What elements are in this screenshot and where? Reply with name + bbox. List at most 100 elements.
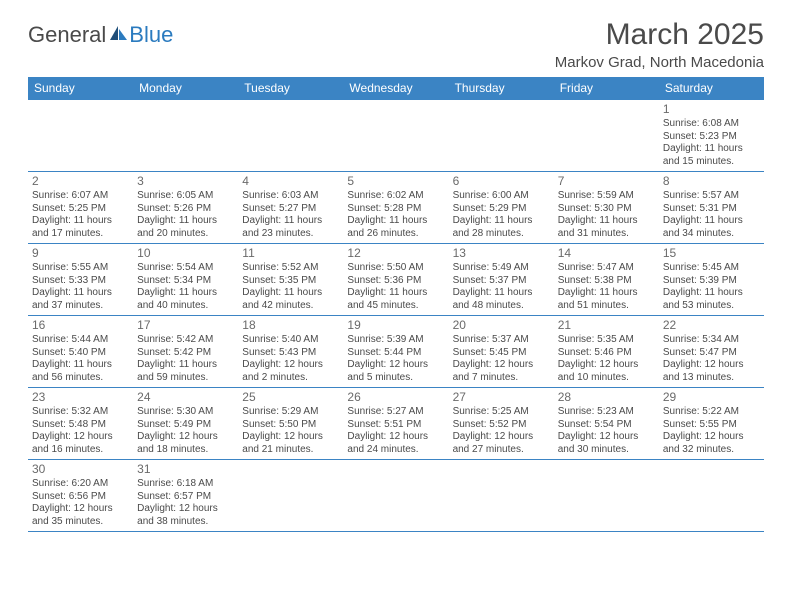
daylight-text: Daylight: 12 hours — [32, 503, 129, 516]
calendar-day-cell: 20Sunrise: 5:37 AMSunset: 5:45 PMDayligh… — [449, 316, 554, 388]
day-number: 4 — [242, 174, 339, 189]
day-number: 30 — [32, 462, 129, 477]
day-number: 29 — [663, 390, 760, 405]
weekday-header: Tuesday — [238, 77, 343, 100]
day-number: 3 — [137, 174, 234, 189]
calendar-week-row: 1Sunrise: 6:08 AMSunset: 5:23 PMDaylight… — [28, 100, 764, 172]
sunset-text: Sunset: 5:30 PM — [558, 203, 655, 216]
daylight-text: Daylight: 11 hours — [137, 215, 234, 228]
daylight-text: Daylight: 12 hours — [137, 431, 234, 444]
logo: GeneralBlue — [28, 22, 173, 48]
logo-text-blue: Blue — [129, 22, 173, 48]
calendar-empty-cell — [554, 100, 659, 172]
sunset-text: Sunset: 5:54 PM — [558, 419, 655, 432]
title-block: March 2025 Markov Grad, North Macedonia — [555, 18, 764, 71]
daylight-text: and 59 minutes. — [137, 372, 234, 385]
sunrise-text: Sunrise: 5:59 AM — [558, 190, 655, 203]
sunset-text: Sunset: 6:56 PM — [32, 491, 129, 504]
sunrise-text: Sunrise: 5:44 AM — [32, 334, 129, 347]
daylight-text: and 24 minutes. — [347, 444, 444, 457]
calendar-empty-cell — [554, 460, 659, 532]
calendar-day-cell: 16Sunrise: 5:44 AMSunset: 5:40 PMDayligh… — [28, 316, 133, 388]
daylight-text: and 28 minutes. — [453, 228, 550, 241]
weekday-header: Sunday — [28, 77, 133, 100]
calendar-day-cell: 1Sunrise: 6:08 AMSunset: 5:23 PMDaylight… — [659, 100, 764, 172]
sunrise-text: Sunrise: 5:29 AM — [242, 406, 339, 419]
sunset-text: Sunset: 5:37 PM — [453, 275, 550, 288]
sunrise-text: Sunrise: 5:42 AM — [137, 334, 234, 347]
calendar-day-cell: 19Sunrise: 5:39 AMSunset: 5:44 PMDayligh… — [343, 316, 448, 388]
sunset-text: Sunset: 5:55 PM — [663, 419, 760, 432]
daylight-text: Daylight: 12 hours — [558, 359, 655, 372]
calendar-week-row: 9Sunrise: 5:55 AMSunset: 5:33 PMDaylight… — [28, 244, 764, 316]
calendar-empty-cell — [238, 460, 343, 532]
daylight-text: Daylight: 11 hours — [242, 215, 339, 228]
sunset-text: Sunset: 5:36 PM — [347, 275, 444, 288]
sunrise-text: Sunrise: 5:23 AM — [558, 406, 655, 419]
calendar-day-cell: 24Sunrise: 5:30 AMSunset: 5:49 PMDayligh… — [133, 388, 238, 460]
daylight-text: and 21 minutes. — [242, 444, 339, 457]
day-number: 28 — [558, 390, 655, 405]
day-number: 9 — [32, 246, 129, 261]
sunrise-text: Sunrise: 5:52 AM — [242, 262, 339, 275]
calendar-day-cell: 23Sunrise: 5:32 AMSunset: 5:48 PMDayligh… — [28, 388, 133, 460]
sunset-text: Sunset: 5:23 PM — [663, 131, 760, 144]
calendar-page: GeneralBlue March 2025 Markov Grad, Nort… — [0, 0, 792, 544]
day-number: 12 — [347, 246, 444, 261]
calendar-day-cell: 3Sunrise: 6:05 AMSunset: 5:26 PMDaylight… — [133, 172, 238, 244]
daylight-text: and 15 minutes. — [663, 156, 760, 169]
day-number: 16 — [32, 318, 129, 333]
calendar-empty-cell — [343, 100, 448, 172]
calendar-empty-cell — [449, 100, 554, 172]
daylight-text: and 35 minutes. — [32, 516, 129, 529]
daylight-text: Daylight: 12 hours — [242, 431, 339, 444]
calendar-day-cell: 27Sunrise: 5:25 AMSunset: 5:52 PMDayligh… — [449, 388, 554, 460]
sunrise-text: Sunrise: 5:40 AM — [242, 334, 339, 347]
daylight-text: and 5 minutes. — [347, 372, 444, 385]
weekday-header: Saturday — [659, 77, 764, 100]
calendar-week-row: 16Sunrise: 5:44 AMSunset: 5:40 PMDayligh… — [28, 316, 764, 388]
calendar-day-cell: 30Sunrise: 6:20 AMSunset: 6:56 PMDayligh… — [28, 460, 133, 532]
daylight-text: Daylight: 12 hours — [453, 359, 550, 372]
day-number: 8 — [663, 174, 760, 189]
calendar-head: SundayMondayTuesdayWednesdayThursdayFrid… — [28, 77, 764, 100]
sunset-text: Sunset: 5:46 PM — [558, 347, 655, 360]
daylight-text: Daylight: 11 hours — [347, 287, 444, 300]
daylight-text: and 20 minutes. — [137, 228, 234, 241]
daylight-text: and 48 minutes. — [453, 300, 550, 313]
sunset-text: Sunset: 5:26 PM — [137, 203, 234, 216]
calendar-week-row: 30Sunrise: 6:20 AMSunset: 6:56 PMDayligh… — [28, 460, 764, 532]
sunset-text: Sunset: 5:27 PM — [242, 203, 339, 216]
calendar-table: SundayMondayTuesdayWednesdayThursdayFrid… — [28, 77, 764, 532]
day-number: 19 — [347, 318, 444, 333]
daylight-text: Daylight: 12 hours — [663, 431, 760, 444]
sunrise-text: Sunrise: 6:07 AM — [32, 190, 129, 203]
daylight-text: Daylight: 11 hours — [663, 215, 760, 228]
sunrise-text: Sunrise: 5:30 AM — [137, 406, 234, 419]
daylight-text: Daylight: 12 hours — [558, 431, 655, 444]
daylight-text: and 13 minutes. — [663, 372, 760, 385]
daylight-text: and 45 minutes. — [347, 300, 444, 313]
sunrise-text: Sunrise: 5:55 AM — [32, 262, 129, 275]
calendar-body: 1Sunrise: 6:08 AMSunset: 5:23 PMDaylight… — [28, 100, 764, 532]
daylight-text: Daylight: 11 hours — [663, 287, 760, 300]
sunrise-text: Sunrise: 5:37 AM — [453, 334, 550, 347]
daylight-text: and 38 minutes. — [137, 516, 234, 529]
daylight-text: and 40 minutes. — [137, 300, 234, 313]
sunrise-text: Sunrise: 6:02 AM — [347, 190, 444, 203]
daylight-text: Daylight: 11 hours — [558, 215, 655, 228]
weekday-row: SundayMondayTuesdayWednesdayThursdayFrid… — [28, 77, 764, 100]
sunset-text: Sunset: 5:29 PM — [453, 203, 550, 216]
sunrise-text: Sunrise: 6:00 AM — [453, 190, 550, 203]
sunrise-text: Sunrise: 6:20 AM — [32, 478, 129, 491]
weekday-header: Friday — [554, 77, 659, 100]
daylight-text: Daylight: 12 hours — [137, 503, 234, 516]
calendar-empty-cell — [343, 460, 448, 532]
daylight-text: Daylight: 11 hours — [453, 215, 550, 228]
sunset-text: Sunset: 5:34 PM — [137, 275, 234, 288]
sunset-text: Sunset: 5:35 PM — [242, 275, 339, 288]
day-number: 21 — [558, 318, 655, 333]
day-number: 14 — [558, 246, 655, 261]
calendar-day-cell: 25Sunrise: 5:29 AMSunset: 5:50 PMDayligh… — [238, 388, 343, 460]
sunrise-text: Sunrise: 5:22 AM — [663, 406, 760, 419]
